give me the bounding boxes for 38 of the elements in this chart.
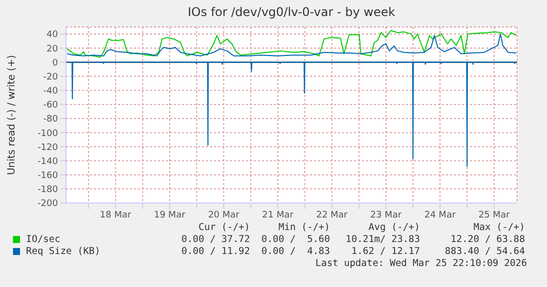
y-tick-label: -200	[38, 199, 58, 210]
text: 0.00 / 37.72	[180, 234, 250, 245]
text: Min (-/+)	[278, 222, 330, 233]
text: 1.62 / 12.17	[351, 246, 420, 257]
y-tick-label: 0	[52, 58, 58, 68]
text: 883.40 / 54.64	[444, 246, 525, 257]
text: Avg (-/+)	[368, 222, 420, 233]
x-tick-label: 18 Mar	[100, 210, 132, 220]
x-tick-label: 23 Mar	[370, 210, 402, 220]
y-tick-label: -140	[38, 156, 58, 167]
text: 10.21m/ 23.83	[346, 234, 420, 245]
x-tick-label: 20 Mar	[208, 210, 240, 220]
x-tick-label: 25 Mar	[478, 210, 510, 220]
y-tick-label: 40	[46, 30, 58, 40]
x-tick-label: 19 Mar	[154, 210, 186, 220]
y-axis-title: Units read (-) / write (+)	[6, 54, 18, 176]
y-tick-label: -180	[38, 185, 58, 196]
y-tick-label: -20	[43, 72, 58, 82]
text: 0.00 / 11.92	[180, 246, 250, 257]
y-tick-label: -80	[43, 114, 58, 125]
x-tick-label: 22 Mar	[316, 210, 348, 220]
y-tick-label: -100	[38, 128, 58, 139]
text: Cur (-/+)	[198, 222, 250, 233]
x-tick-label: 24 Mar	[424, 210, 456, 220]
text: Last update: Wed Mar 25 22:10:09 2026	[315, 258, 527, 269]
y-tick-label: -40	[43, 86, 58, 97]
legend-label: Req Size (KB)	[26, 246, 100, 257]
chart-title: IOs for /dev/vg0/lv-0-var - by week	[186, 5, 396, 19]
text: 0.00 / 5.60	[261, 234, 330, 245]
x-tick-label: 21 Mar	[262, 210, 294, 220]
text: Max (-/+)	[472, 222, 525, 233]
text: 0.00 / 4.83	[261, 246, 330, 257]
y-tick-label: -60	[43, 100, 58, 111]
legend-label: IO/sec	[26, 234, 60, 245]
y-tick-label: -120	[38, 142, 58, 153]
text: 12.20 / 63.88	[450, 234, 525, 245]
y-tick-label: -160	[38, 171, 58, 182]
y-tick-label: 20	[46, 44, 58, 54]
